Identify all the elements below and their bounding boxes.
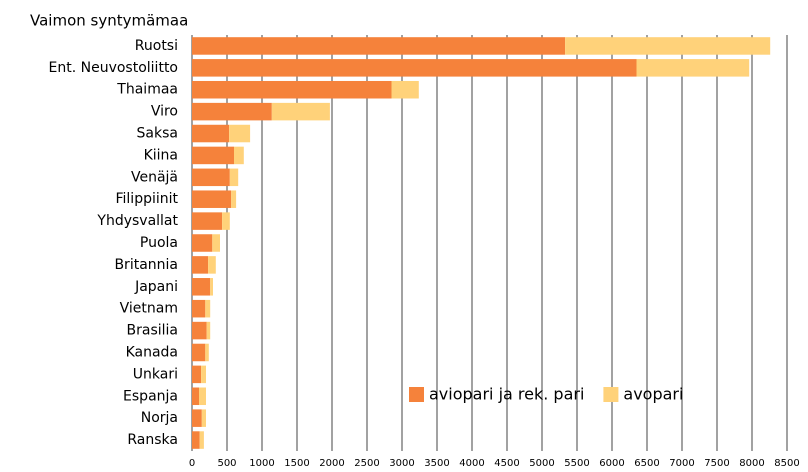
bar-segment [212, 234, 220, 252]
x-tick-label: 0 [189, 458, 195, 469]
legend-swatch [603, 387, 619, 402]
bar-segment [192, 146, 234, 165]
y-tick-label: Kanada [126, 344, 178, 360]
y-tick-label: Brasilia [127, 323, 178, 339]
x-tick-label: 1500 [284, 458, 309, 469]
x-tick-label: 6500 [634, 458, 659, 469]
x-tick-label: 2000 [319, 458, 344, 469]
bar-segment [201, 365, 206, 384]
x-tick-label: 7500 [704, 458, 729, 469]
bar-segment [192, 190, 232, 208]
x-tick-label: 8000 [739, 458, 764, 469]
bar-segment [205, 343, 209, 362]
bar-segment [192, 59, 637, 77]
bar-segment [192, 365, 202, 384]
bar-segment [636, 59, 750, 77]
chart-title: Vaimon syntymämaa [30, 12, 188, 30]
x-tick-label: 3000 [389, 458, 414, 469]
x-tick-label: 7000 [669, 458, 694, 469]
y-tick-label: Japani [134, 279, 178, 295]
bar-segment [565, 37, 771, 55]
bar-segment [199, 431, 204, 449]
bar-segment [208, 256, 216, 274]
bar-segment [222, 212, 230, 230]
x-tick-label: 5500 [564, 458, 589, 469]
bar-segment [192, 343, 206, 362]
y-tick-label: Filippiinit [115, 191, 178, 207]
y-tick-label: Ruotsi [135, 38, 178, 54]
bar-segment [192, 278, 211, 296]
y-tick-label: Viro [151, 104, 178, 120]
y-tick-label: Venäjä [131, 169, 178, 185]
x-tick-label: 6000 [599, 458, 624, 469]
bar-segment [192, 321, 207, 340]
bar-segment [192, 299, 206, 318]
bar-segment [192, 102, 272, 121]
y-tick-label: Kiina [144, 147, 178, 163]
bar-segment [199, 387, 206, 406]
legend-label: aviopari ja rek. pari [429, 385, 584, 404]
x-tick-label: 8500 [774, 458, 799, 469]
bar-segment [201, 409, 206, 427]
y-tick-label: Saksa [137, 126, 178, 142]
legend-swatch [409, 387, 424, 402]
bar-segment [231, 190, 237, 208]
bar-segment [229, 168, 239, 187]
bar-segment [192, 431, 200, 449]
x-tick-label: 1000 [249, 458, 274, 469]
y-tick-label: Vietnam [120, 301, 178, 317]
x-tick-label: 500 [217, 458, 236, 469]
x-tick-label: 3500 [424, 458, 449, 469]
x-tick-label: 5000 [529, 458, 554, 469]
bar-segment [391, 80, 419, 99]
bar-segment [229, 124, 251, 143]
bar-segment [192, 168, 230, 187]
y-tick-label: Thaimaa [116, 82, 178, 98]
y-tick-label: Ent. Neuvostoliitto [49, 60, 178, 76]
bar-segment [192, 80, 392, 99]
bar-segment [192, 409, 202, 427]
bar-segment [192, 212, 223, 230]
y-tick-label: Unkari [133, 366, 178, 382]
bar-segment [192, 37, 566, 55]
y-tick-label: Espanja [123, 388, 178, 404]
x-tick-label: 2500 [354, 458, 379, 469]
bar-segment [206, 321, 211, 340]
bar-segment [271, 102, 330, 121]
bar-segment [234, 146, 244, 165]
bar-segment [192, 256, 209, 274]
bar-segment [192, 124, 230, 143]
legend-label: avopari [623, 385, 683, 404]
y-tick-label: Puola [140, 235, 178, 251]
y-tick-label: Ranska [127, 432, 178, 448]
bar-segment [210, 278, 213, 296]
y-tick-label: Yhdysvallat [96, 213, 178, 229]
x-tick-label: 4500 [494, 458, 519, 469]
bar-segment [205, 299, 211, 318]
x-tick-label: 4000 [459, 458, 484, 469]
bar-segment [192, 387, 199, 406]
y-tick-label: Britannia [114, 257, 178, 273]
bar-segment [192, 234, 213, 252]
y-tick-label: Norja [141, 410, 178, 426]
